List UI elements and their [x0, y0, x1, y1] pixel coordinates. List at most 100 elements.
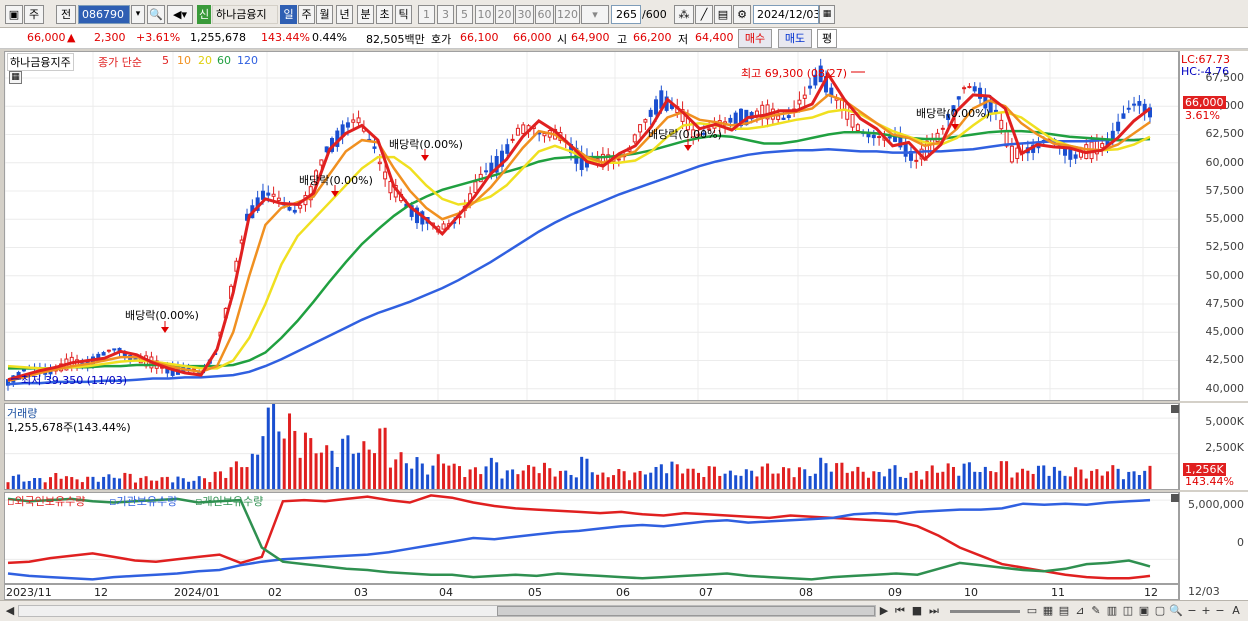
candle-body	[887, 136, 892, 139]
holding-plot[interactable]: ▫외국인보유수량 ▫기관보유수량 ▫개인보유수량	[4, 492, 1179, 584]
line-tool-icon[interactable]: ╱	[695, 5, 713, 24]
candle-body	[786, 115, 791, 119]
rewind-icon[interactable]: ⏮	[895, 604, 905, 617]
interval-60[interactable]: 60	[535, 5, 554, 24]
period-tab-week[interactable]: 주	[298, 5, 315, 24]
volume-bar	[54, 473, 58, 489]
overlay-icon[interactable]: ⁂	[674, 5, 694, 24]
interval-20[interactable]: 20	[495, 5, 514, 24]
scroll-right-icon[interactable]: ▶	[879, 604, 889, 617]
interval-dropdown[interactable]: ▾	[581, 5, 609, 24]
print-icon[interactable]: ▣	[1138, 604, 1150, 617]
volume-bar	[240, 467, 244, 489]
period-tab-month[interactable]: 월	[316, 5, 333, 24]
volume-bar	[266, 407, 270, 489]
volume-bar	[1084, 478, 1088, 489]
volume-bar	[989, 471, 993, 489]
volume-bar	[590, 472, 594, 489]
calendar-icon[interactable]: ▦	[819, 5, 835, 24]
candle-body	[356, 117, 361, 124]
volume-bar	[994, 472, 998, 489]
scroll-thumb[interactable]	[497, 606, 875, 616]
buy-button[interactable]: 매수	[738, 29, 772, 48]
code-dropdown-icon[interactable]: ▾	[131, 5, 145, 24]
candle-body	[978, 87, 983, 99]
candle-body	[632, 134, 637, 143]
volume-bar	[760, 466, 764, 489]
zoom-slider[interactable]	[950, 610, 1020, 613]
gear-icon[interactable]: ⚙	[733, 5, 751, 24]
interval-3[interactable]: 3	[437, 5, 454, 24]
date-label: 03	[354, 586, 368, 599]
candle-body	[956, 96, 961, 100]
volume-bar	[171, 482, 175, 489]
panel-close-icon[interactable]	[1171, 405, 1179, 413]
volume-bar	[38, 478, 42, 489]
grid-icon[interactable]: ▤	[1058, 604, 1070, 617]
date-label: 12	[94, 586, 108, 599]
chart-menu-icon[interactable]: ▣	[5, 5, 23, 24]
speaker-icon[interactable]: ◀▾	[167, 5, 193, 24]
split-icon[interactable]: ◫	[1122, 604, 1134, 617]
volume-bar	[957, 475, 961, 489]
legend-institution: ▫기관보유수량	[109, 495, 178, 508]
volume-bar	[681, 473, 685, 489]
market-select[interactable]: 주	[24, 5, 44, 24]
forward-icon[interactable]: ⏭	[929, 604, 939, 617]
save-icon[interactable]: ▤	[714, 5, 732, 24]
period-tab-day[interactable]: 일	[280, 5, 297, 24]
horizontal-scrollbar[interactable]	[18, 605, 876, 617]
auto-icon[interactable]: A	[1232, 604, 1240, 617]
price-plot[interactable]: 하나금융지주 종가 단순 5 10 20 60 120 ▦ 최고 69,300 …	[4, 51, 1179, 401]
volume-bar	[187, 481, 191, 489]
volume-bar	[303, 432, 307, 489]
period-tab-second[interactable]: 초	[376, 5, 393, 24]
grid-toggle-icon[interactable]: ▦	[9, 71, 22, 84]
interval-1[interactable]: 1	[418, 5, 435, 24]
period-tab-year[interactable]: 년	[336, 5, 353, 24]
last-volume-ratio: 143.44%	[1185, 475, 1234, 488]
volume-bar	[813, 473, 817, 489]
volume-plot[interactable]: 거래량 1,255,678주(143.44%)	[4, 403, 1179, 490]
period-tab-minute[interactable]: 분	[357, 5, 374, 24]
date-axis[interactable]: 2023/11 12 2024/01 02 03 04 05 06 07 08 09 10 11 12	[4, 584, 1179, 600]
zoom-in-icon[interactable]: +	[1201, 604, 1211, 617]
hoga-ask: 66,100	[460, 31, 499, 44]
stop-icon[interactable]: ■	[911, 604, 923, 617]
measure-icon[interactable]: ⊿	[1075, 604, 1085, 617]
volume-bar	[1116, 468, 1120, 489]
zoom-icon[interactable]: 🔍	[1169, 604, 1183, 617]
volume-bar	[330, 450, 334, 489]
avg-button[interactable]: 평	[817, 29, 837, 48]
panel-close-icon[interactable]	[1171, 494, 1179, 502]
stock-code-input[interactable]: 086790	[78, 5, 130, 24]
zoom-out-icon[interactable]: −	[1187, 604, 1197, 617]
interval-30[interactable]: 30	[515, 5, 534, 24]
volume-bar	[771, 473, 775, 489]
minus-icon[interactable]: −	[1215, 604, 1225, 617]
interval-120[interactable]: 120	[555, 5, 580, 24]
count-input[interactable]: 265	[611, 5, 641, 24]
layout-icon[interactable]: ▭	[1026, 604, 1038, 617]
dividend-label: 배당락(0.00%)	[389, 138, 463, 151]
draw-icon[interactable]: ✎	[1091, 604, 1101, 617]
volume-bar	[537, 473, 541, 489]
ruler-icon[interactable]: ▥	[1106, 604, 1118, 617]
date-label: 04	[439, 586, 453, 599]
prev-select[interactable]: 전	[56, 5, 76, 24]
sell-button[interactable]: 매도	[778, 29, 812, 48]
window-icon[interactable]: ▢	[1154, 604, 1166, 617]
interval-10[interactable]: 10	[475, 5, 494, 24]
price-axis[interactable]: LC:67.73 HC:-4.76 67,50065,00062,50060,0…	[1179, 51, 1248, 401]
chart-title[interactable]: 하나금융지주	[7, 53, 74, 71]
period-tab-tick[interactable]: 틱	[395, 5, 412, 24]
search-icon[interactable]: 🔍	[147, 5, 165, 24]
table-icon[interactable]: ▦	[1042, 604, 1054, 617]
date-input[interactable]: 2024/12/03	[753, 5, 819, 24]
interval-5[interactable]: 5	[456, 5, 473, 24]
volume-bar	[479, 474, 483, 489]
volume-axis[interactable]: 5,000K 2,500K 1,256K 143.44%	[1179, 403, 1248, 490]
scroll-left-icon[interactable]: ◀	[5, 604, 15, 617]
holding-axis[interactable]: 5,000,000 0	[1179, 492, 1248, 584]
dividend-arrow-head	[684, 145, 692, 151]
